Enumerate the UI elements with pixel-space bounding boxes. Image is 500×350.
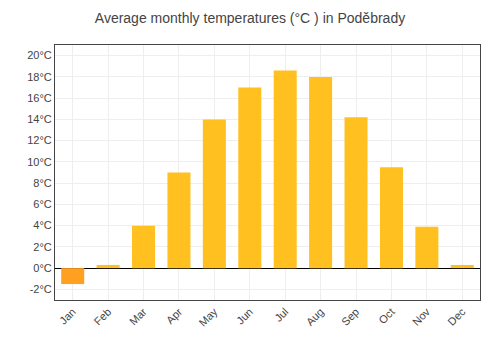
svg-text:Oct: Oct: [376, 306, 397, 327]
svg-text:0°C: 0°C: [33, 262, 52, 274]
svg-text:Average monthly temperatures (: Average monthly temperatures (°C ) in Po…: [95, 10, 405, 26]
svg-text:18°C: 18°C: [27, 71, 52, 83]
svg-text:20°C: 20°C: [27, 49, 52, 61]
svg-text:12°C: 12°C: [27, 134, 52, 146]
svg-text:16°C: 16°C: [27, 92, 52, 104]
svg-text:2°C: 2°C: [33, 241, 52, 253]
svg-text:4°C: 4°C: [33, 219, 52, 231]
svg-text:Jul: Jul: [272, 306, 290, 324]
svg-text:Aug: Aug: [304, 306, 326, 328]
svg-text:Jun: Jun: [234, 306, 255, 327]
svg-text:Mar: Mar: [127, 305, 149, 327]
svg-text:8°C: 8°C: [33, 177, 52, 189]
svg-text:6°C: 6°C: [33, 198, 52, 210]
svg-text:10°C: 10°C: [27, 156, 52, 168]
svg-text:14°C: 14°C: [27, 113, 52, 125]
svg-text:May: May: [197, 305, 221, 329]
svg-text:Apr: Apr: [164, 305, 185, 326]
svg-text:Sep: Sep: [339, 306, 361, 328]
svg-text:Nov: Nov: [410, 305, 433, 328]
svg-text:Dec: Dec: [445, 305, 468, 328]
svg-text:-2°C: -2°C: [30, 283, 52, 295]
svg-text:Jan: Jan: [57, 306, 78, 327]
svg-text:Feb: Feb: [92, 306, 114, 328]
